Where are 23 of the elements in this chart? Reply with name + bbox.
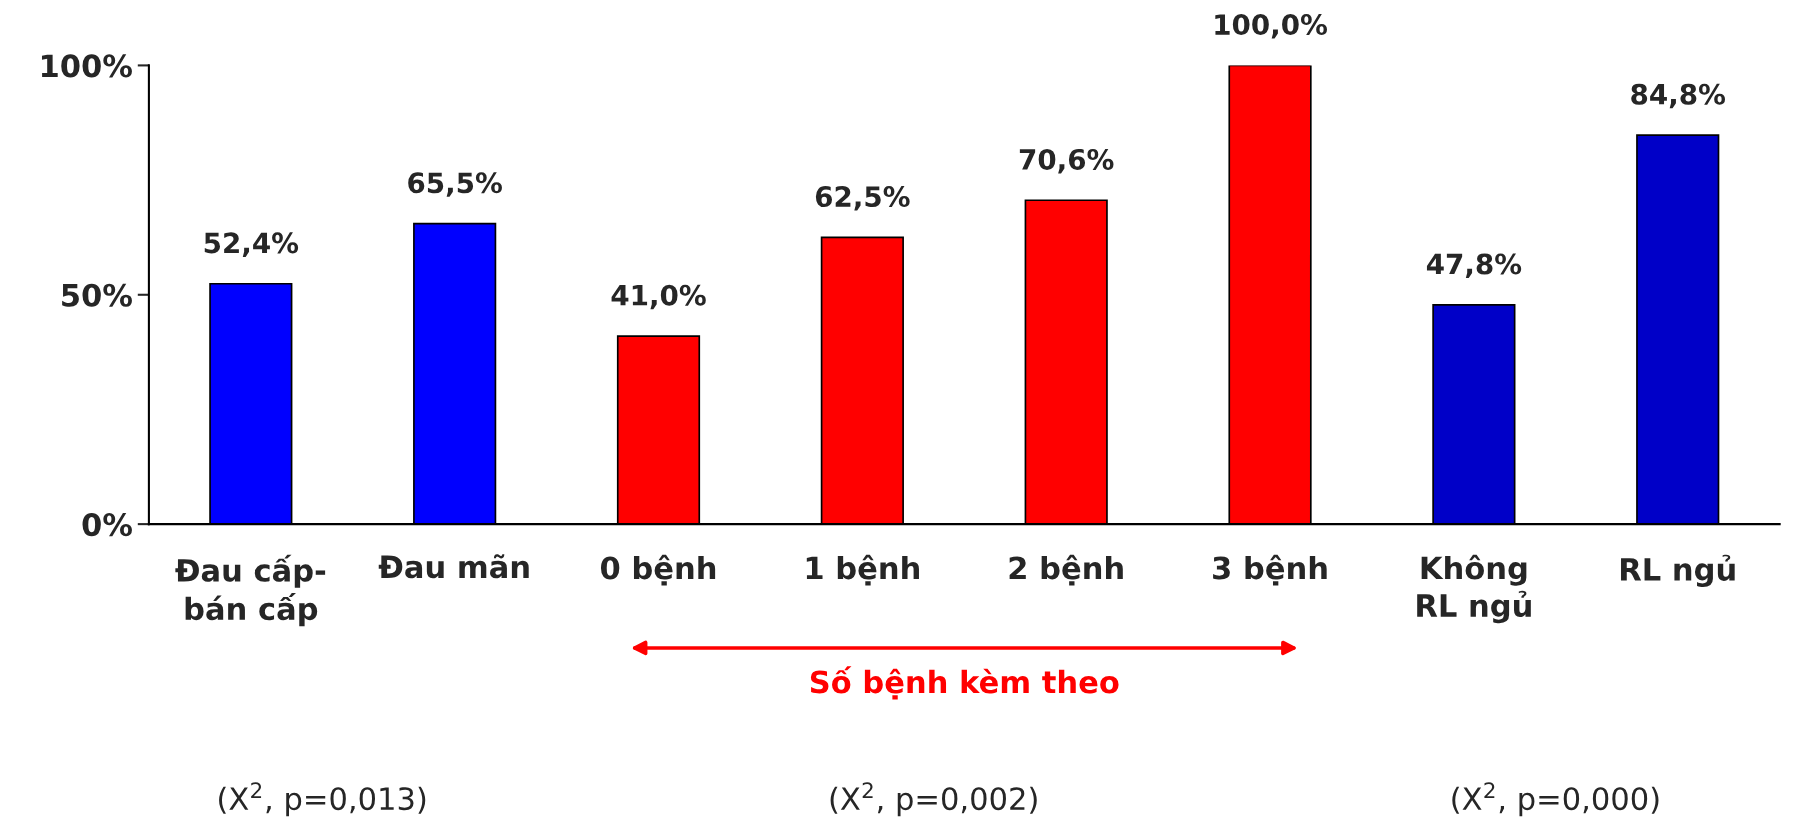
data-label: 62,5% — [815, 186, 910, 211]
data-label: 84,8% — [1631, 83, 1726, 109]
data-label: 41,0% — [611, 284, 706, 310]
data-label: 70,6% — [1019, 148, 1114, 174]
x-tick-label: Đau cấp- bán cấp — [175, 554, 326, 627]
y-tick-label: 50% — [62, 283, 132, 307]
data-label: 100,0% — [1215, 14, 1327, 39]
text: (X$^{2}$, p=0,000) — [1452, 782, 1659, 817]
text: (X$^{2}$, p=0,002) — [830, 782, 1037, 817]
x-tick-label: RL ngủ — [1621, 554, 1735, 588]
x-tick-label: Đau mãn — [378, 554, 529, 579]
x-tick-label: Không RL ngủ — [1417, 554, 1531, 624]
data-label: 52,4% — [204, 232, 299, 257]
text: Số bệnh kèm theo — [810, 666, 1119, 700]
x-tick-label: 0 bệnh — [600, 554, 716, 586]
data-label: 47,8% — [1426, 253, 1522, 279]
data-label: 65,5% — [408, 172, 502, 197]
text: (X$^{2}$, p=0,013) — [219, 782, 426, 817]
y-tick-label: 0% — [82, 513, 132, 537]
x-tick-label: 1 bệnh — [806, 554, 919, 586]
x-tick-label: 3 bệnh — [1213, 554, 1327, 586]
x-tick-label: 2 bệnh — [1009, 554, 1123, 586]
y-tick-label: 100% — [41, 54, 132, 78]
